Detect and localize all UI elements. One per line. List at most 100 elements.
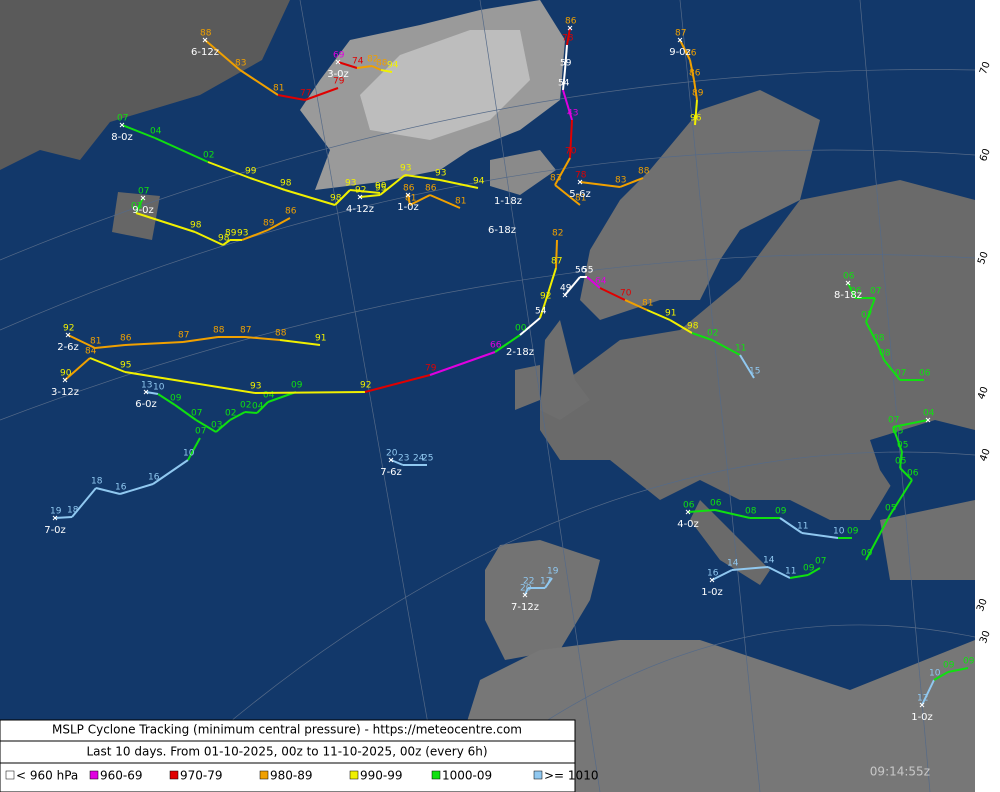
latitude-label: 40 [976,385,991,401]
track-segment [429,194,461,209]
track-segment [67,334,96,349]
pressure-label: 83 [550,174,561,184]
pressure-label: 81 [642,299,653,309]
track-segment [554,157,571,186]
track-segment [380,69,393,73]
track-segment [807,567,821,576]
pressure-label: 92 [540,292,551,302]
pressure-label: 66 [490,341,502,351]
track-segment [54,516,73,519]
pressure-label: 07 [895,369,906,379]
track-segment [554,184,581,206]
track-segment [599,287,626,301]
start-marker [388,457,394,463]
pressure-label: 81 [455,197,466,207]
track-segment [865,297,876,323]
track-segment [249,177,286,191]
track-name: 1-0z [701,587,723,598]
pressure-label: 23 [398,454,409,464]
start-marker [919,702,925,708]
track-segment [187,437,201,461]
track-segment [711,339,741,356]
pressure-label: 10 [183,449,195,459]
pressure-label: 05 [885,504,896,514]
track-segment [714,509,751,519]
pressure-label: 90 [60,369,72,379]
pressure-label: 94 [387,61,399,71]
start-marker [709,577,715,583]
track-segment [889,479,913,516]
track-segment [646,309,671,321]
frame [975,0,1000,792]
track-name: 4-12z [346,204,374,215]
track-segment [135,197,144,214]
pressure-label: 89 [225,229,237,239]
timestamp: 09:14:55z [870,765,930,779]
pressure-label: 87 [178,331,189,341]
pressure-label: 81 [90,337,101,347]
track-segment [371,65,382,71]
track-name: 7-12z [511,602,539,613]
pressure-label: 10 [833,527,845,537]
pressure-label: 09 [803,564,815,574]
pressure-label: 18 [67,506,79,516]
pressure-label: 88 [200,29,212,39]
pressure-label: 83 [235,59,246,69]
pressure-label: 05 [892,427,903,437]
track-segment [619,177,644,188]
pressure-label: 11 [735,344,746,354]
track-segment [586,276,601,289]
pressure-label: 09 [861,549,873,559]
pressure-label: 86 [120,334,132,344]
start-marker [685,509,691,515]
track-segment [135,212,196,233]
track-name: 1-0z [911,712,933,723]
legend-title: MSLP Cyclone Tracking (minimum central p… [52,723,522,737]
pressure-label: 11 [797,522,808,532]
track-segment [124,371,256,394]
pressure-label: 02 [240,401,251,411]
pressure-label: 93 [237,229,248,239]
track-segment [892,426,898,439]
pressure-label: 04 [263,391,275,401]
track-segment [539,302,546,319]
track-name: 6-12z [191,47,219,58]
pressure-label: 70 [565,147,577,157]
pressure-label: 19 [547,567,559,577]
pressure-label: 55 [582,266,593,276]
pressure-label: 59 [560,59,572,69]
pressure-label: 98 [280,179,292,189]
track-name: 6-0z [135,399,157,410]
track-segment [174,404,197,421]
track-segment [409,194,431,206]
track-segment [801,532,839,539]
track-segment [182,336,219,343]
start-marker [567,25,573,31]
track-segment [337,61,358,69]
start-marker [845,280,851,286]
pressure-label: 00 [515,324,527,334]
track-segment [256,401,269,414]
track-segment [865,321,879,346]
pressure-label: 11 [785,567,796,577]
pressure-label: 70 [620,289,632,299]
track-segment [379,174,406,196]
pressure-label: 09 [775,507,787,517]
track-segment [624,299,648,311]
track-segment [267,217,291,231]
track-segment [241,229,269,241]
pressure-label: 56 [575,266,587,276]
pressure-label: 79 [425,364,437,374]
track-segment [739,354,755,379]
pressure-label: 09 [170,394,182,404]
pressure-label: 93 [250,382,261,392]
track-segment [947,667,969,673]
track-name: 5-6z [569,189,591,200]
pressure-label: 06 [683,501,695,511]
pressure-label: 06 [850,287,862,297]
pressure-label: 86 [285,207,297,217]
legend-label: 1000-09 [442,769,492,783]
start-marker [577,179,583,185]
pressure-label: 95 [375,184,386,194]
